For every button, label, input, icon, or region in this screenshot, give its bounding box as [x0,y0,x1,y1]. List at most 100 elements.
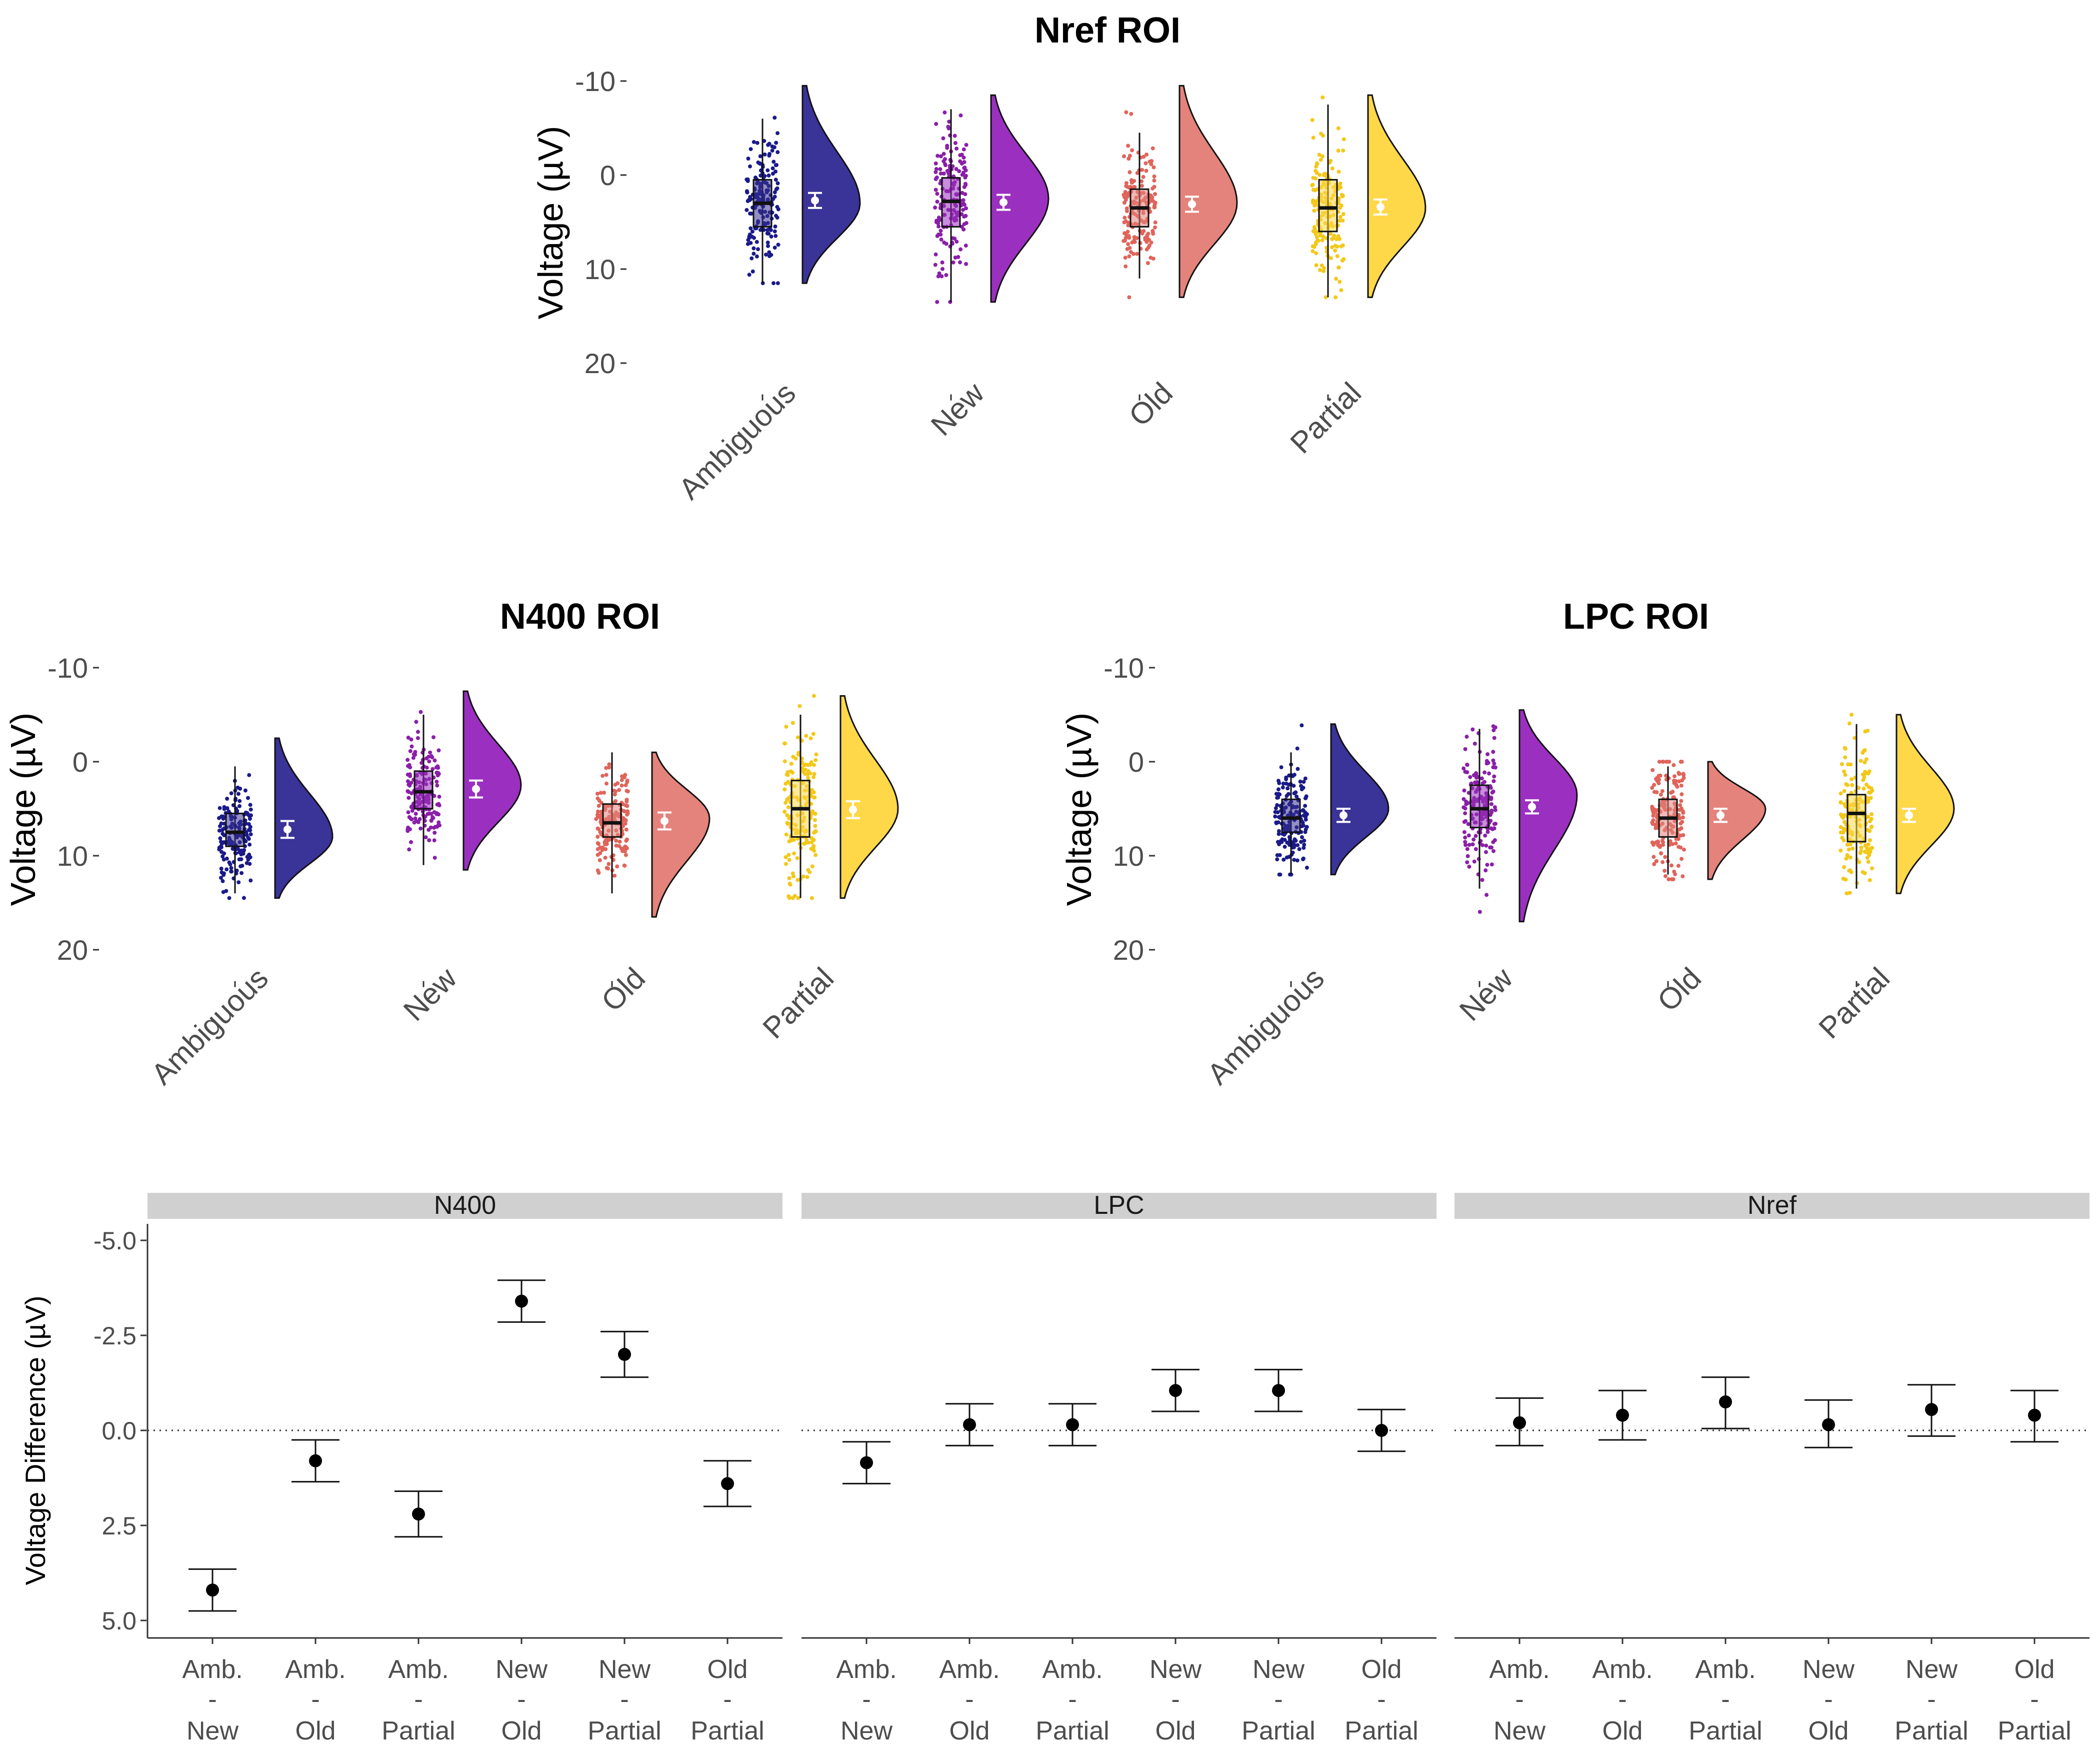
data-point [962,156,966,160]
data-point [1844,856,1848,861]
data-point [604,840,608,844]
data-point [934,177,938,181]
data-point [813,824,818,828]
data-point [1462,820,1466,824]
data-point [620,783,624,788]
data-point [782,787,787,792]
data-point [1276,779,1280,783]
data-point [938,154,943,159]
data-point [958,260,962,265]
data-point [1310,249,1315,254]
data-point [1850,783,1854,787]
comparison-label-bottom: Old [502,1716,542,1745]
data-point [1304,825,1309,829]
x-tick-label: Old [1651,961,1708,1018]
data-point [787,858,792,862]
data-point [1480,843,1484,847]
data-point [1274,820,1278,825]
data-point [1278,853,1282,857]
data-point [1846,762,1850,767]
data-point [1341,149,1346,153]
data-point [218,824,222,828]
data-point [1125,209,1129,213]
data-point [934,188,938,192]
data-point [1676,864,1680,868]
data-point [606,862,611,866]
comparison-label-top: Amb. [285,1655,346,1684]
data-point [1486,752,1490,756]
data-point [432,825,436,830]
data-point [1672,763,1676,767]
data-point [938,229,943,233]
mean-point [472,785,480,793]
data-point [617,844,622,848]
mean-point [1528,803,1536,811]
data-point [420,761,424,765]
comparison-label-bottom: Old [1602,1716,1643,1745]
data-point [596,835,600,839]
data-point [1870,812,1874,816]
data-point [1681,811,1686,815]
data-point [1661,760,1666,764]
data-point [954,240,959,244]
data-point [1864,757,1868,762]
data-point [229,791,234,796]
data-point [773,224,778,229]
data-point [407,763,412,767]
data-point [748,198,752,202]
data-point [218,844,223,849]
data-point [625,812,630,817]
comparison-label-dash: - [620,1685,628,1714]
mean-point [849,805,857,814]
data-point [407,847,412,852]
data-point [1302,780,1306,784]
data-point [1860,870,1865,874]
y-tick-label: -10 [1104,652,1144,684]
data-point [596,841,600,845]
data-point [1294,838,1298,843]
data-point [1279,765,1284,770]
data-point [1464,843,1468,847]
data-point [1300,808,1305,813]
data-point [242,896,246,900]
data-point [1680,857,1684,861]
data-point [776,131,780,136]
data-point [1866,828,1870,832]
data-point [434,779,439,784]
data-point [961,198,966,203]
data-point [1292,791,1296,796]
data-point [604,866,609,870]
data-point [1149,197,1154,201]
estimate-point [963,1418,976,1431]
data-point [1655,779,1660,783]
data-point [746,157,750,161]
data-point [1465,763,1470,767]
data-point [248,828,252,833]
data-point [1465,847,1470,851]
data-point [1678,803,1682,807]
x-tick-label: New [1453,961,1520,1027]
data-point [1485,863,1490,867]
comparison-label-top: Old [708,1655,748,1684]
data-point [1491,758,1496,763]
data-point [1338,206,1342,210]
y-tick-label: -2.5 [94,1322,136,1350]
y-tick-label: -10 [48,652,88,684]
data-point [1489,826,1494,831]
comparison-label-bottom: Old [1156,1716,1196,1745]
data-point [247,773,252,777]
data-point [812,844,816,848]
data-point [239,857,244,861]
data-point [954,147,959,151]
data-point [1660,789,1664,793]
data-point [612,792,617,797]
data-point [1336,196,1341,201]
data-point [1126,242,1130,247]
data-point [814,853,818,857]
estimate-point [1066,1418,1079,1431]
data-point [809,794,814,798]
data-point [1340,193,1344,197]
comparison-label-bottom: Old [950,1716,990,1745]
data-point [1333,244,1338,248]
data-point [1462,830,1466,834]
